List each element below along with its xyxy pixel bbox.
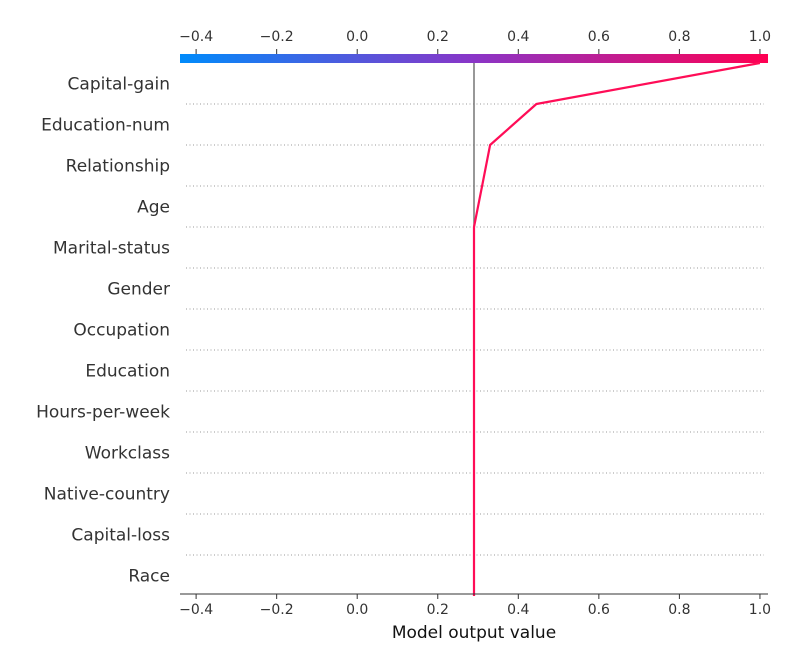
- feature-label: Education-num: [41, 116, 170, 136]
- feature-label: Capital-loss: [71, 526, 170, 546]
- bottom-tick-label: 0.4: [507, 602, 529, 618]
- feature-label: Hours-per-week: [36, 403, 170, 423]
- top-tick-label: 0.6: [588, 29, 610, 45]
- x-axis-title: Model output value: [392, 623, 556, 643]
- top-axis: −0.4 −0.2 0.0 0.2 0.4 0.6 0.8 1.0: [179, 29, 771, 54]
- bottom-tick-label: 0.2: [427, 602, 449, 618]
- bottom-tick-label: 1.0: [749, 602, 771, 618]
- feature-label: Workclass: [85, 444, 170, 464]
- bottom-tick-label: 0.8: [668, 602, 690, 618]
- colorbar: [180, 54, 768, 63]
- feature-label: Race: [128, 567, 170, 587]
- bottom-tick-label: 0.6: [588, 602, 610, 618]
- feature-label: Native-country: [44, 485, 170, 505]
- feature-label: Relationship: [66, 157, 170, 177]
- feature-label: Education: [85, 362, 170, 382]
- bottom-tick-label: −0.2: [260, 602, 294, 618]
- top-tick-label: −0.4: [179, 29, 213, 45]
- feature-label: Gender: [107, 280, 170, 300]
- feature-label: Marital-status: [53, 239, 170, 259]
- feature-label: Age: [137, 198, 170, 218]
- top-tick-label: 0.2: [427, 29, 449, 45]
- feature-labels: Capital-gain Education-num Relationship Age…: [36, 75, 170, 587]
- bottom-axis: −0.4 −0.2 0.0 0.2 0.4 0.6 0.8 1.0: [179, 594, 771, 618]
- feature-label: Capital-gain: [68, 75, 170, 95]
- top-tick-label: −0.2: [260, 29, 294, 45]
- bottom-tick-label: 0.0: [346, 602, 368, 618]
- top-tick-label: 0.4: [507, 29, 529, 45]
- top-tick-label: 1.0: [749, 29, 771, 45]
- decision-path-line: [472, 61, 761, 596]
- top-tick-label: 0.0: [346, 29, 368, 45]
- top-tick-label: 0.8: [668, 29, 690, 45]
- feature-label: Occupation: [73, 321, 170, 341]
- bottom-tick-label: −0.4: [179, 602, 213, 618]
